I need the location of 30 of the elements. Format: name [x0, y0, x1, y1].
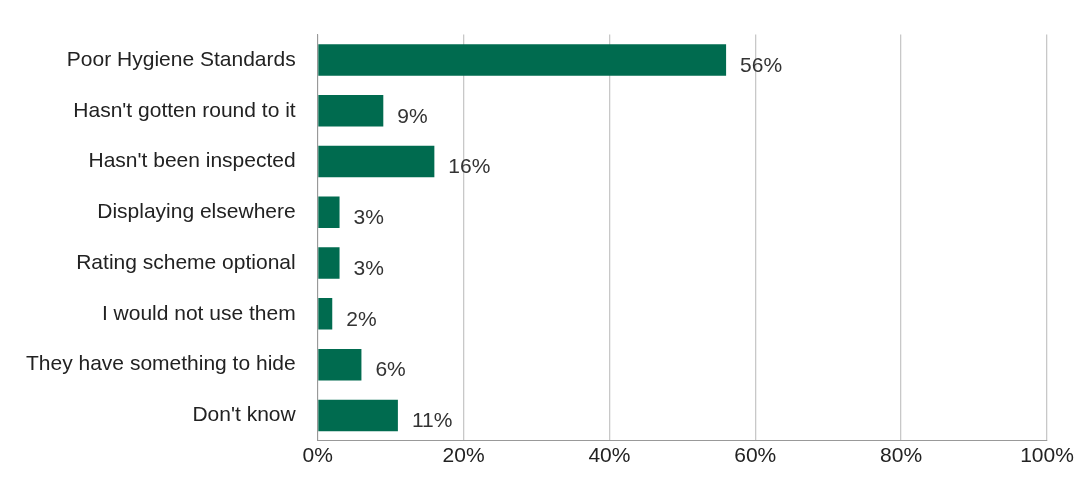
x-tick-label: 100% — [1020, 443, 1074, 467]
x-tick-label: 60% — [734, 443, 777, 467]
x-tick-label: 20% — [442, 443, 485, 467]
y-tick-label: Displaying elsewhere — [97, 199, 296, 223]
x-tick-label: 40% — [588, 443, 631, 467]
data-label: 3% — [353, 255, 384, 279]
y-tick-label: Poor Hygiene Standards — [66, 46, 296, 70]
bar — [318, 145, 435, 178]
y-tick-label: Don't know — [192, 402, 297, 426]
bar — [318, 95, 384, 127]
data-label: 6% — [375, 357, 406, 381]
data-label: 11% — [411, 408, 453, 432]
bar — [318, 399, 398, 432]
data-label: 2% — [346, 306, 377, 330]
data-label: 16% — [448, 154, 491, 178]
data-label: 9% — [397, 103, 428, 127]
bar — [318, 298, 333, 330]
bar — [318, 247, 340, 279]
y-tick-label: Hasn't gotten round to it — [73, 97, 296, 121]
y-tick-label: I would not use them — [101, 300, 296, 324]
y-tick-label: They have something to hide — [26, 351, 296, 375]
bar — [318, 348, 362, 381]
data-label: 3% — [353, 205, 384, 229]
bar — [318, 44, 727, 76]
data-label: 56% — [740, 52, 783, 76]
bar — [318, 196, 340, 229]
y-tick-label: Rating scheme optional — [76, 249, 296, 273]
y-tick-label: Hasn't been inspected — [88, 148, 296, 172]
x-tick-label: 0% — [302, 443, 333, 467]
x-tick-label: 80% — [880, 443, 923, 467]
